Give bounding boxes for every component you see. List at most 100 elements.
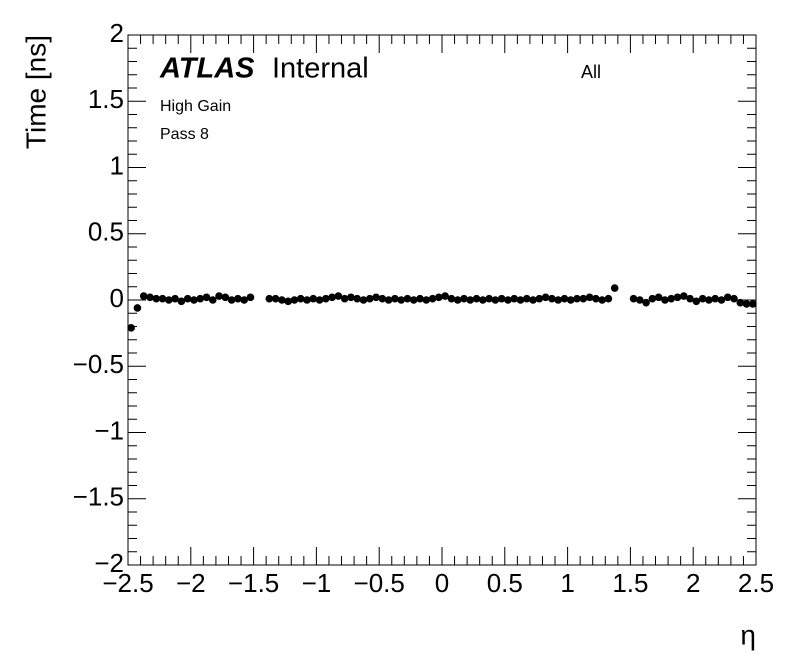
x-tick-label: −1.5 [228,568,279,598]
point [328,293,336,302]
x-tick-label: −1 [302,568,332,598]
point [227,296,236,304]
x-tick-label: 1.5 [612,568,648,598]
x-tick-label: −2.5 [102,568,153,598]
point [190,296,198,304]
point [472,294,481,303]
x-tick-label: 0 [435,568,449,598]
y-tick-label: −1 [94,415,124,445]
point [749,300,757,308]
point [585,293,594,302]
point [522,294,531,303]
point [240,296,248,304]
point [158,294,167,303]
selection-label: All [581,62,601,82]
point [165,296,173,304]
experiment-label: ATLAS [159,53,255,85]
point [504,296,512,304]
point [661,296,669,304]
point [152,294,161,303]
point [686,294,694,303]
point [629,294,638,303]
point [196,294,205,303]
point [309,294,318,303]
point [202,293,211,302]
point [673,293,682,302]
point [447,294,456,303]
point [516,296,525,304]
y-tick-label: −0.5 [73,349,124,379]
point [541,293,550,302]
point [208,296,217,304]
pass-label: Pass 8 [160,126,209,143]
point [548,294,556,303]
point [598,296,606,304]
point [711,294,719,303]
x-tick-label: 1 [560,568,574,598]
point [510,294,519,303]
x-tick-label: 2 [686,568,700,598]
point [246,293,255,302]
point [692,297,701,306]
point [278,296,286,304]
point [566,296,575,304]
point [365,294,374,303]
point [133,304,142,312]
point [403,294,412,303]
point [435,293,443,302]
point [347,293,355,302]
point [491,296,500,304]
point [183,294,192,303]
point [353,294,362,303]
point [315,296,324,304]
point [535,294,544,303]
point [573,294,581,303]
point [139,292,148,300]
point [742,300,751,308]
point [422,296,431,304]
point [636,296,644,304]
y-tick-label: −2 [94,548,124,578]
point [171,294,179,303]
point [497,294,506,303]
y-tick-label: −1.5 [73,482,124,512]
point [234,294,242,303]
status-label: Internal [272,53,369,85]
x-axis-label: η [740,619,756,650]
point [334,292,343,300]
point [642,298,650,307]
point [384,296,393,304]
point [271,294,280,303]
point [730,294,738,303]
point [290,296,299,304]
point [736,298,745,307]
point [340,294,349,303]
point [215,292,223,300]
point [479,296,487,304]
point [579,294,588,303]
point [610,284,619,292]
point [648,294,657,303]
point [698,294,707,303]
point [604,294,613,303]
point [460,294,468,303]
point [397,296,405,304]
y-tick-label: 0 [110,283,124,313]
point [723,293,732,302]
x-tick-label: 2.5 [738,568,774,598]
point [654,293,663,302]
point [560,294,569,303]
y-tick-label: 1.5 [88,84,124,114]
point [485,294,493,303]
point [416,294,424,303]
point [372,293,380,302]
point [453,296,462,304]
point [717,296,726,304]
point [127,324,135,332]
point [466,296,475,304]
point [441,292,449,300]
point [428,294,437,303]
point [679,292,688,300]
y-axis-label: Time [ns] [20,35,51,149]
